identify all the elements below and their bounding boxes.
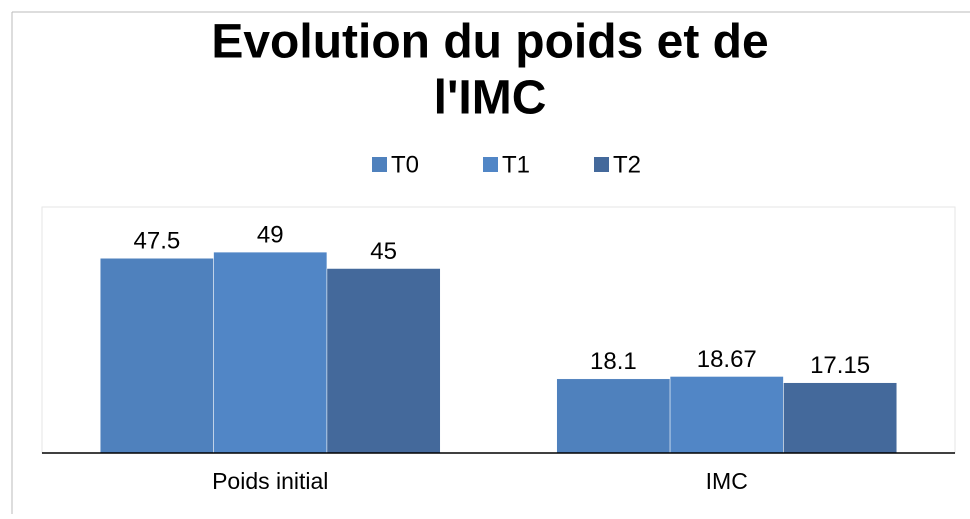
bar xyxy=(556,378,671,454)
data-label: 18.67 xyxy=(697,346,757,373)
chart-title: l'IMC xyxy=(434,72,547,125)
bar xyxy=(669,376,784,454)
x-tick-label: IMC xyxy=(706,468,748,494)
legend-label: T1 xyxy=(502,151,530,178)
legend-swatch xyxy=(372,157,387,172)
data-label: 17.15 xyxy=(810,352,870,379)
bar xyxy=(213,251,328,454)
data-label: 18.1 xyxy=(590,348,637,375)
legend-label: T2 xyxy=(613,151,641,178)
bar xyxy=(783,382,898,454)
chart-title: Evolution du poids et de xyxy=(211,16,768,69)
legend-swatch xyxy=(483,157,498,172)
x-tick-label: Poids initial xyxy=(212,468,328,494)
bar xyxy=(326,268,441,454)
legend-swatch xyxy=(594,157,609,172)
data-label: 47.5 xyxy=(134,228,181,255)
bar xyxy=(99,258,214,454)
data-label: 45 xyxy=(370,238,397,265)
legend-label: T0 xyxy=(391,151,419,178)
data-label: 49 xyxy=(257,221,284,248)
